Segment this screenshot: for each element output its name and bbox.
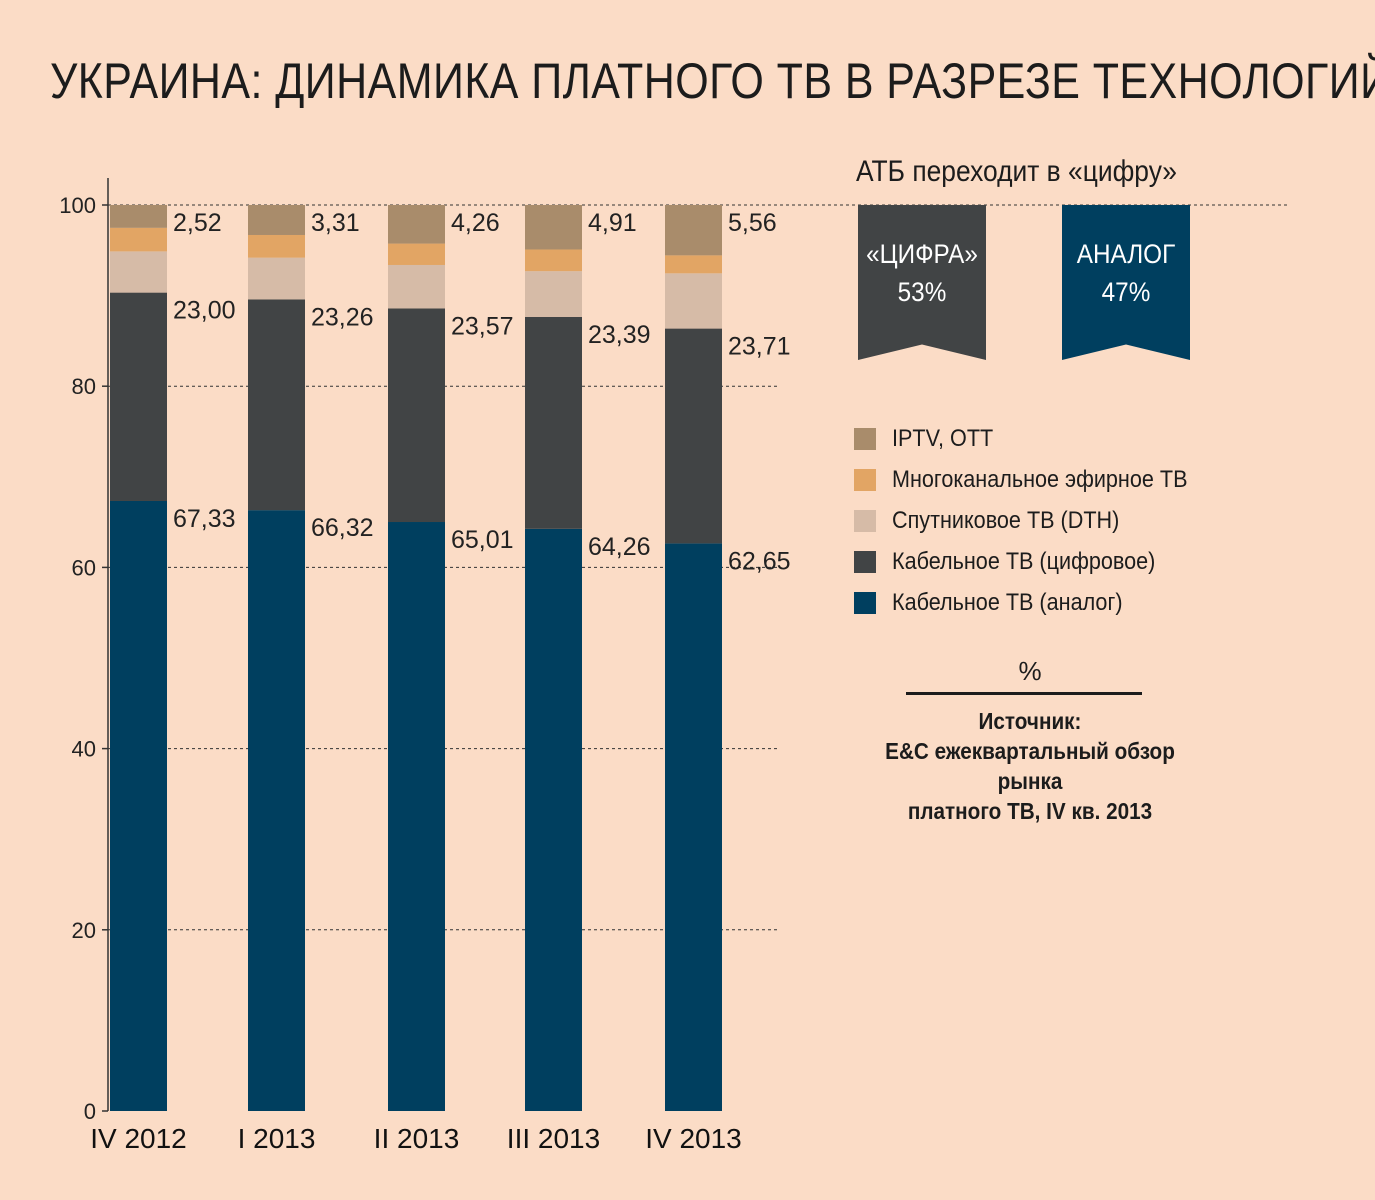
data-label: 64,26: [588, 533, 651, 561]
y-tick-label: 80: [72, 374, 96, 399]
data-label: 3,31: [311, 209, 360, 237]
bar-segment: [248, 234, 305, 258]
legend-item-satellite: Спутниковое ТВ (DTH): [854, 500, 1220, 541]
digital-share-ribbon: «ЦИФРА» 53%: [858, 205, 986, 360]
divider: [906, 692, 1142, 695]
legend-item-cable-analog: Кабельное ТВ (аналог): [854, 582, 1220, 623]
legend-swatch: [854, 550, 876, 573]
x-tick-label: II 2013: [374, 1123, 460, 1154]
bar-segment: [525, 528, 582, 1111]
bar-segment: [110, 227, 167, 252]
side-heading: АТБ переходит в «цифру»: [856, 155, 1177, 188]
data-label: 62,65: [728, 547, 791, 575]
data-label: 23,00: [173, 297, 236, 325]
data-label: 65,01: [451, 526, 514, 554]
bar-segment: [665, 255, 722, 274]
y-tick-label: 100: [59, 193, 96, 218]
bar-segment: [388, 308, 445, 523]
source-label: Источник:: [978, 708, 1082, 734]
digital-value: 53%: [897, 277, 947, 307]
legend-item-terrestrial: Многоканальное эфирное ТВ: [854, 459, 1220, 500]
y-tick-label: 60: [72, 555, 96, 580]
bar-segment: [388, 264, 445, 309]
x-tick-label: III 2013: [507, 1123, 600, 1154]
data-label: 23,71: [728, 333, 791, 361]
bar-segment: [665, 273, 722, 329]
bar-segment: [110, 251, 167, 293]
data-label: 23,26: [311, 303, 374, 331]
bar-segment: [110, 205, 167, 228]
chart-title: УКРАИНА: ДИНАМИКА ПЛАТНОГО ТВ В РАЗРЕЗЕ …: [50, 53, 1375, 109]
data-label: 23,57: [451, 312, 514, 340]
bar-segment: [525, 271, 582, 317]
data-label: 5,56: [728, 209, 777, 237]
bar-segment: [388, 522, 445, 1111]
legend-item-iptv: IPTV, OTT: [854, 418, 1220, 459]
x-tick-label: IV 2012: [90, 1123, 187, 1154]
legend-swatch: [854, 468, 876, 491]
x-tick-label: IV 2013: [645, 1123, 742, 1154]
legend-label: Кабельное ТВ (аналог): [892, 588, 1123, 616]
data-label: 66,32: [311, 514, 374, 542]
legend-swatch: [854, 427, 876, 450]
data-label: 23,39: [588, 321, 651, 349]
bar-segment: [525, 316, 582, 529]
bar-segment: [248, 510, 305, 1111]
legend-label: Кабельное ТВ (цифровое): [892, 547, 1156, 575]
bar-segment: [248, 205, 305, 235]
bar-segment: [248, 299, 305, 511]
legend-label: IPTV, OTT: [892, 424, 994, 452]
source-note: Источник: E&C ежеквартальный обзор рынка…: [852, 706, 1208, 826]
bar-segment: [665, 543, 722, 1111]
data-label: 4,26: [451, 209, 500, 237]
bar-segment: [665, 205, 722, 256]
source-line-1: E&C ежеквартальный обзор рынка: [885, 738, 1175, 794]
legend-swatch: [854, 591, 876, 614]
legend-item-cable-digital: Кабельное ТВ (цифровое): [854, 541, 1220, 582]
analog-label: АНАЛОГ: [1076, 239, 1176, 269]
data-label: 67,33: [173, 505, 236, 533]
source-line-2: платного ТВ, IV кв. 2013: [907, 798, 1153, 824]
legend-swatch: [854, 509, 876, 532]
legend-label: Многоканальное эфирное ТВ: [892, 465, 1188, 493]
legend-label: Спутниковое ТВ (DTH): [892, 506, 1120, 534]
bar-segment: [388, 205, 445, 244]
bar-segment: [388, 243, 445, 265]
digital-label: «ЦИФРА»: [866, 239, 978, 269]
bar-segment: [525, 205, 582, 250]
x-tick-label: I 2013: [238, 1123, 316, 1154]
analog-value: 47%: [1101, 277, 1151, 307]
legend: IPTV, OTT Многоканальное эфирное ТВ Спут…: [854, 418, 1220, 623]
y-tick-label: 40: [72, 737, 96, 762]
bar-segment: [110, 500, 167, 1111]
y-tick-label: 0: [84, 1099, 96, 1124]
data-label: 2,52: [173, 209, 222, 237]
y-tick-label: 20: [72, 918, 96, 943]
bar-segment: [110, 292, 167, 501]
bar-segment: [525, 249, 582, 272]
unit-label: %: [1018, 656, 1042, 686]
data-label: 4,91: [588, 209, 637, 237]
bar-segment: [248, 257, 305, 300]
bar-segment: [665, 328, 722, 544]
analog-share-ribbon: АНАЛОГ 47%: [1062, 205, 1190, 360]
